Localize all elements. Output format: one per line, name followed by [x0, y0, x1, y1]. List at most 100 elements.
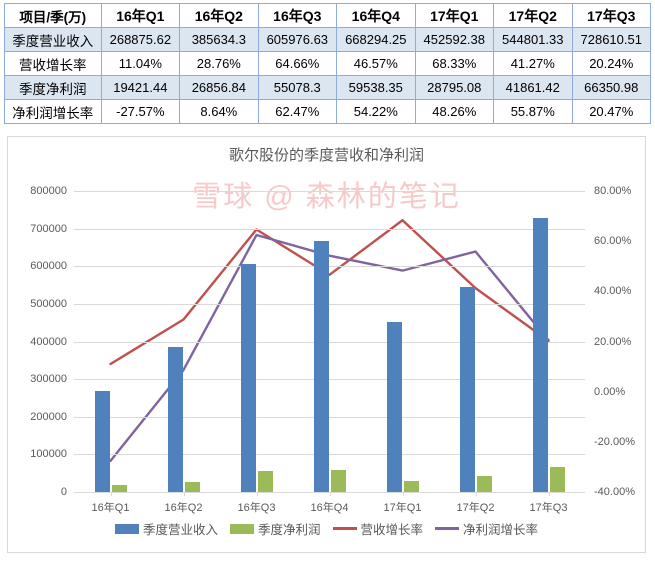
chart-panel: 歌尔股份的季度营收和净利润 雪球 @ 森林的笔记 0 100000 200000 30…	[7, 136, 646, 553]
bar-net-profit	[184, 481, 200, 492]
x-axis-tick-label: 16年Q1	[91, 502, 130, 514]
table-cell: 728610.51	[571, 27, 651, 52]
table-cell: 19421.44	[100, 75, 181, 100]
table-row: 季度净利润 19421.44 26856.84 55078.3 59538.35 2879…	[4, 75, 651, 100]
table-row-header: 营收增长率	[4, 51, 102, 76]
y-axis-left-tick-label: 100000	[30, 448, 67, 461]
table-cell: 268875.62	[100, 27, 181, 52]
table-cell: 11.04%	[100, 51, 181, 76]
y-axis-left-tick-label: 700000	[30, 222, 67, 235]
legend-item[interactable]: 营收增长率	[332, 519, 424, 538]
gridline	[74, 228, 585, 230]
gridline	[74, 416, 585, 418]
line-profit-growth	[109, 233, 550, 463]
table-cell: 452592.38	[414, 27, 495, 52]
table-cell: 64.66%	[257, 51, 338, 76]
quarterly-data-table: 项目/季(万) 16年Q1 16年Q2 16年Q3 16年Q4 17年Q1 17年Q2 17年…	[4, 3, 651, 124]
line-series-layer	[109, 219, 550, 463]
y-axis-left-tick-label: 300000	[30, 373, 67, 386]
table-cell: 41.27%	[493, 51, 573, 76]
bar-revenue	[459, 287, 475, 492]
legend-label: 季度营业收入	[142, 523, 218, 537]
table-cell: -27.57%	[100, 99, 181, 124]
table-cell: 54.22%	[336, 99, 416, 124]
table-cell: 59538.35	[336, 75, 416, 100]
y-axis-right-tick-label: 40.00%	[594, 285, 632, 298]
x-axis-tick-label: 17年Q2	[456, 502, 495, 514]
y-axis-left-tick-label: 0	[60, 486, 67, 498]
bar-net-profit	[330, 469, 346, 492]
table-col-header: 16年Q1	[100, 3, 181, 28]
bar-revenue	[167, 346, 183, 492]
plot-area: 0 100000 200000 300000 400000 500000 600000 700…	[30, 185, 635, 514]
bar-revenue	[386, 321, 402, 492]
bar-net-profit	[257, 471, 273, 492]
table-cell: 55078.3	[257, 75, 338, 100]
gridline	[74, 266, 585, 268]
table-cell: 20.24%	[571, 51, 651, 76]
table-col-header: 16年Q3	[257, 3, 338, 28]
table-cell: 28795.08	[414, 75, 495, 100]
y-axis-right-tick-label: 80.00%	[594, 185, 632, 197]
gridline	[74, 341, 585, 343]
table-row: 营收增长率 11.04% 28.76% 64.66% 46.57% 68.33% 41.27…	[4, 51, 651, 76]
legend-line-icon	[435, 527, 460, 530]
x-axis-tick-label: 17年Q1	[383, 502, 422, 514]
x-axis-tick	[475, 492, 477, 496]
gridline	[74, 379, 585, 381]
bar-net-profit	[476, 476, 492, 492]
x-axis-tick	[256, 492, 258, 496]
table-col-header: 16年Q4	[336, 3, 416, 28]
bar-revenue	[240, 264, 256, 492]
legend-label: 营收增长率	[360, 523, 424, 537]
x-axis-tick	[183, 492, 185, 496]
y-axis-left-tick-label: 600000	[30, 260, 67, 273]
bar-net-profit	[403, 481, 419, 492]
x-axis-tick-label: 17年Q3	[529, 502, 568, 514]
table-cell: 385634.3	[179, 27, 259, 52]
x-axis-tick	[402, 492, 404, 496]
x-axis-tick-label: 16年Q2	[164, 502, 203, 514]
y-axis-right-tick-label: -20.00%	[594, 435, 635, 448]
table-cell: 66350.98	[571, 75, 651, 100]
table-row-header: 净利润增长率	[4, 99, 102, 124]
table-cell: 20.47%	[571, 99, 651, 124]
y-axis-left-tick-label: 400000	[30, 335, 67, 348]
chart-legend: 季度营业收入 季度净利润 营收增长率 净利润增长率	[8, 519, 645, 538]
y-axis-right-tick-label: 20.00%	[594, 335, 632, 348]
y-axis-left-tick-label: 500000	[30, 297, 67, 310]
legend-item[interactable]: 净利润增长率	[435, 519, 538, 538]
bar-net-profit	[111, 484, 127, 492]
bar-net-profit	[549, 467, 565, 492]
table-cell: 68.33%	[414, 51, 495, 76]
gridline	[74, 191, 585, 192]
table-cell: 62.47%	[257, 99, 338, 124]
table-cell: 48.26%	[414, 99, 495, 124]
legend-item[interactable]: 季度营业收入	[114, 519, 218, 538]
table-row: 净利润增长率 -27.57% 8.64% 62.47% 54.22% 48.26% 55.8…	[4, 99, 651, 124]
table-cell: 8.64%	[179, 99, 259, 124]
table-cell: 55.87%	[493, 99, 573, 124]
y-axis-left-tick-label: 800000	[30, 185, 67, 197]
y-axis-right-tick-label: 60.00%	[594, 235, 632, 248]
legend-label: 季度净利润	[257, 523, 321, 537]
legend-swatch-icon	[114, 523, 139, 534]
legend-swatch-icon	[229, 523, 254, 534]
table-corner-header: 项目/季(万)	[4, 3, 102, 28]
table-row-header: 季度营业收入	[4, 27, 102, 52]
table-col-header: 17年Q3	[571, 3, 651, 28]
bar-revenue	[94, 390, 110, 492]
table-cell: 28.76%	[179, 51, 259, 76]
x-axis-tick-label: 16年Q3	[237, 502, 276, 514]
y-axis-right-tick-label: 0.00%	[594, 385, 626, 398]
table-cell: 544801.33	[493, 27, 573, 52]
table-col-header: 16年Q2	[179, 3, 259, 28]
table-col-header: 17年Q2	[493, 3, 573, 28]
gridline	[74, 454, 585, 456]
table-row: 季度营业收入 268875.62 385634.3 605976.63 668294.2…	[4, 27, 651, 52]
table-cell: 26856.84	[179, 75, 259, 100]
x-axis-tick-label: 16年Q4	[310, 502, 349, 514]
legend-item[interactable]: 季度净利润	[229, 519, 321, 538]
chart-title: 歌尔股份的季度营收和净利润	[228, 147, 424, 164]
